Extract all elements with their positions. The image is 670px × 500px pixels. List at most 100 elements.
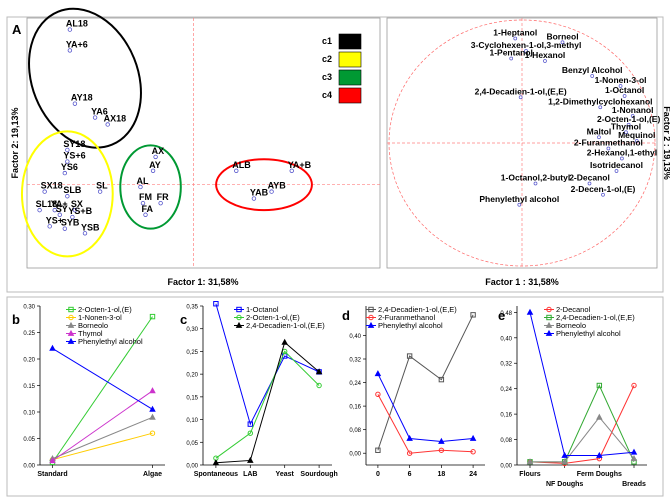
data-point [469, 434, 477, 441]
data-point [630, 455, 638, 462]
variable-point [618, 84, 623, 88]
legend-swatch-c2 [338, 51, 362, 68]
sample-point [37, 207, 42, 213]
sample-label: YS+ [46, 215, 63, 225]
sample-label: YS+6 [63, 151, 85, 161]
y-tick-label: 0.00 [23, 464, 35, 470]
sample-point [42, 189, 47, 194]
data-point [316, 382, 322, 389]
sample-point [65, 147, 70, 153]
legend-label-c3: c3 [322, 72, 332, 82]
sample-label: SY18 [63, 139, 85, 149]
data-point [561, 458, 568, 465]
sample-label: YA+ [51, 199, 68, 209]
sample-point [57, 212, 62, 217]
data-point [247, 456, 254, 463]
panel-label-b: b [12, 312, 20, 327]
variable-label: 1-Octanol [605, 85, 644, 95]
sample-label: SL18 [36, 199, 58, 209]
data-point [149, 413, 156, 420]
variable-point [509, 56, 514, 61]
variable-point [634, 139, 639, 143]
variable-point [524, 49, 528, 53]
variable-point [614, 169, 619, 173]
variable-point [606, 146, 611, 151]
variable-point [517, 202, 522, 207]
data-point [315, 368, 323, 375]
legend-marker [367, 321, 375, 328]
sample-point [158, 200, 163, 206]
x-tick-label: Yeast [276, 471, 295, 478]
legend-label: Phenylethyl alcohol [556, 329, 621, 338]
legend-label: Phenylethyl alcohol [78, 337, 143, 346]
legend-marker [67, 321, 75, 328]
data-point [213, 301, 219, 307]
y-tick-label: 0,40 [349, 334, 361, 340]
sample-label: YS+B [68, 206, 92, 216]
sample-label: YS6 [61, 162, 78, 172]
variable-point [518, 95, 523, 100]
x-tick-label: NF Doughs [546, 481, 583, 488]
legend-label: 2-Octen-1-ol,(E) [78, 305, 132, 314]
variable-label: Phenylethyl alcohol [479, 194, 559, 204]
variable-label: Isotridecanol [590, 160, 643, 170]
sample-label: AX [152, 146, 165, 156]
legend-label-c2: c2 [322, 54, 332, 64]
variable-point [590, 74, 595, 78]
sample-point [62, 226, 68, 231]
series-line [52, 390, 153, 462]
legend-label: Phenylethyl alcohol [378, 321, 443, 330]
sample-point [67, 27, 73, 32]
legend-marker [236, 314, 242, 321]
data-point [247, 421, 254, 427]
sample-point [92, 115, 98, 120]
y-tick-label: 0,24 [500, 387, 512, 393]
variable-label: 2-Hexanol,1-ethyl [587, 148, 657, 158]
y-tick-label: 0,20 [186, 373, 198, 379]
x-tick-label: Sourdough [300, 471, 337, 478]
series-line [52, 347, 153, 410]
sample-point [65, 194, 70, 199]
series-line [377, 314, 474, 451]
legend-marker [68, 306, 74, 313]
x-tick-label: 0 [376, 471, 380, 478]
data-point [631, 382, 637, 389]
legend-swatch-c4 [338, 87, 362, 104]
variable-point [620, 156, 624, 161]
sample-point [67, 48, 73, 53]
variable-label: Mequinol [618, 130, 655, 140]
sample-point [140, 200, 146, 206]
y-tick-label: 0,00 [349, 452, 361, 458]
variable-point [630, 114, 635, 118]
y-tick-label: 0,24 [349, 381, 361, 387]
series-line [52, 316, 153, 463]
sample-point [97, 189, 103, 194]
data-point [561, 451, 568, 458]
legend-swatch-c1 [338, 33, 362, 50]
y-tick-label: 0,25 [186, 350, 198, 356]
series-line [52, 432, 153, 461]
sample-label: SYB [61, 218, 80, 228]
x-tick-label: Breads [622, 481, 646, 488]
sample-point [47, 224, 52, 229]
legend-marker [368, 306, 374, 313]
variable-point [560, 40, 565, 45]
variable-label: 2-Furanmethanol [574, 138, 643, 148]
sample-point [153, 154, 158, 160]
y-tick-label: 0,30 [186, 327, 198, 333]
x-tick-label: Flours [519, 471, 540, 478]
variable-point [626, 122, 631, 127]
data-point [406, 353, 413, 359]
y-tick-label: 0,32 [500, 362, 512, 368]
variable-label: 1-Nonanol [612, 105, 654, 115]
data-point [149, 313, 156, 320]
sample-label: AY18 [71, 93, 93, 103]
variable-point [513, 36, 518, 41]
sample-label: SLB [63, 185, 82, 195]
variable-point [543, 59, 547, 63]
variable-point [533, 181, 538, 186]
y-tick-label: 0,00 [500, 464, 512, 470]
data-point [406, 434, 413, 441]
sample-point [65, 159, 70, 164]
y-tick-label: 0,40 [500, 336, 512, 342]
